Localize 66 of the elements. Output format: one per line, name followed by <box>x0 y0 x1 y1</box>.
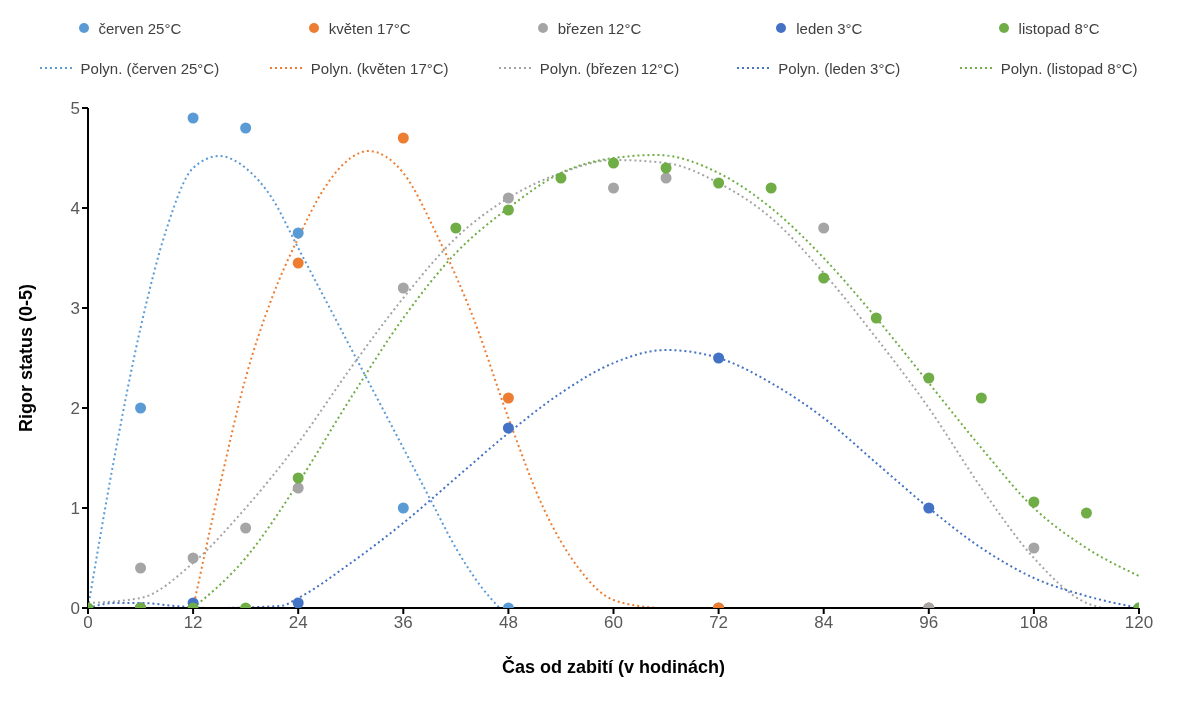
point <box>397 282 409 294</box>
x-tick-label: 60 <box>604 613 623 633</box>
y-tick-label: 4 <box>70 199 80 219</box>
point <box>713 177 725 189</box>
x-tick-label: 120 <box>1124 613 1154 633</box>
point <box>1028 542 1040 554</box>
x-tick-label: 72 <box>709 613 729 633</box>
point <box>608 182 619 194</box>
point <box>397 132 409 144</box>
point <box>292 227 304 239</box>
point <box>608 157 619 169</box>
point <box>765 182 777 194</box>
legend-label: leden 3°C <box>796 19 863 37</box>
legend-label: Polyn. (leden 3°C) <box>778 59 901 77</box>
point <box>292 482 304 494</box>
point <box>660 162 672 174</box>
point <box>187 112 199 124</box>
legend-label: Polyn. (listopad 8°C) <box>1000 59 1138 77</box>
point <box>1028 496 1040 508</box>
point <box>240 522 252 534</box>
point <box>975 392 987 404</box>
point <box>502 392 514 404</box>
x-tick-label: 0 <box>83 613 93 633</box>
y-tick-label: 3 <box>70 299 80 319</box>
legend-label: březen 12°C <box>557 19 642 37</box>
x-tick-label: 36 <box>393 613 413 633</box>
point <box>292 597 304 608</box>
y-axis-title: Rigor status (0-5) <box>16 283 37 433</box>
x-tick-label: 84 <box>814 613 834 633</box>
y-tick-label: 0 <box>70 599 80 619</box>
legend-label: květen 17°C <box>328 19 411 37</box>
point <box>923 502 935 514</box>
point <box>713 352 725 364</box>
legend-label: červen 25°C <box>98 19 182 37</box>
point <box>660 172 672 184</box>
x-tick-label: 108 <box>1019 613 1049 633</box>
point <box>818 222 830 234</box>
point <box>292 472 304 484</box>
point <box>1080 507 1092 519</box>
point <box>397 502 409 514</box>
point <box>135 402 147 414</box>
x-tick-label: 48 <box>498 613 518 633</box>
y-tick-label: 2 <box>70 399 80 419</box>
point <box>135 562 147 574</box>
point <box>450 222 462 234</box>
y-tick-label: 1 <box>70 499 80 519</box>
x-axis-title: Čas od zabití (v hodinách) <box>501 656 726 677</box>
y-tick-label: 5 <box>70 99 80 119</box>
line-series <box>88 155 501 608</box>
point <box>870 312 882 324</box>
point <box>240 122 252 134</box>
legend-label: listopad 8°C <box>1018 19 1100 37</box>
point <box>555 172 567 184</box>
x-tick-label: 96 <box>919 613 939 633</box>
x-tick-label: 24 <box>288 613 308 633</box>
point <box>502 204 514 216</box>
point <box>187 552 199 564</box>
point <box>502 192 514 204</box>
point <box>818 272 830 284</box>
x-tick-label: 12 <box>183 613 203 633</box>
legend-label: Polyn. (květen 17°C) <box>310 59 449 77</box>
point <box>292 257 304 269</box>
legend-label: Polyn. (březen 12°C) <box>539 59 680 77</box>
point <box>923 372 935 384</box>
point <box>502 422 514 434</box>
legend-label: Polyn. (červen 25°C) <box>80 59 220 77</box>
